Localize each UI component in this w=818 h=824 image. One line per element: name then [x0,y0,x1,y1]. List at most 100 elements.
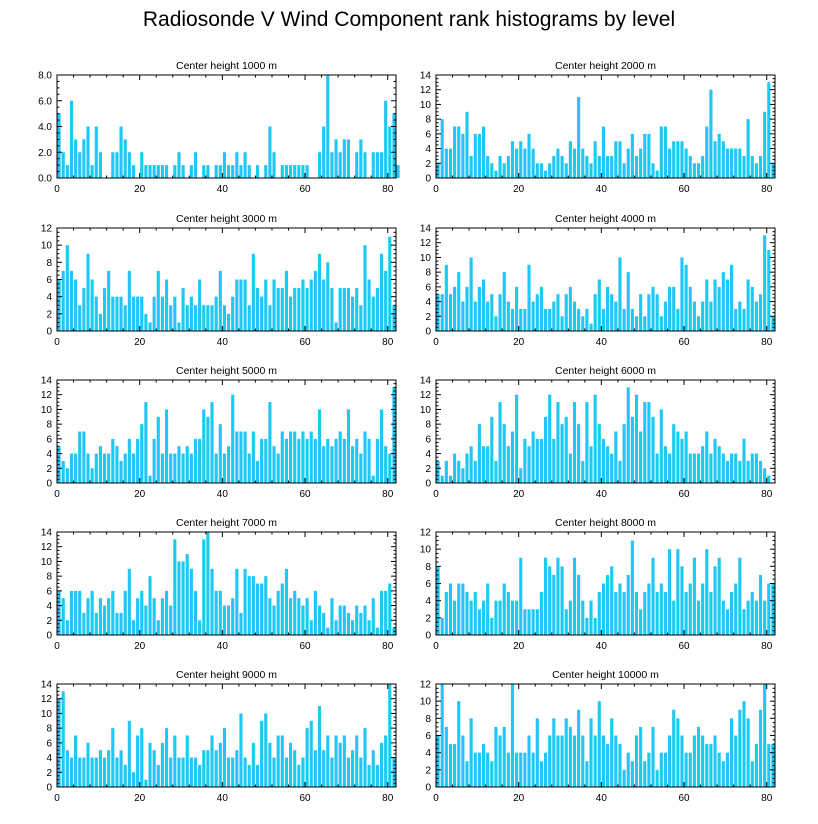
histogram-bar [457,126,461,178]
histogram-bar [367,764,371,787]
histogram-bar [515,286,519,331]
x-tick-label: 0 [54,184,60,195]
histogram-bar [359,757,363,787]
histogram-bar [260,583,264,635]
histogram-panel: Center height 1000 m 0 20 40 60 80 0.0 2.0 4.0 6.… [38,60,400,195]
histogram-bar [264,165,268,179]
histogram-bar [634,394,639,483]
histogram-bar [338,152,342,178]
histogram-bar [131,772,136,787]
histogram-bar [375,627,379,635]
histogram-bar [564,609,568,635]
histogram-bar [375,152,379,178]
y-tick-label: 4 [425,596,431,607]
histogram-bar [193,152,198,178]
histogram-bar [510,308,515,331]
histogram-bar [148,742,152,787]
histogram-bar [363,431,367,483]
histogram-bar [506,155,510,178]
histogram-bar [469,446,473,483]
histogram-bar [618,583,622,635]
histogram-bar [444,592,448,635]
histogram-bar [725,460,730,483]
y-tick-label: 0 [46,631,52,642]
histogram-bar [676,718,680,787]
histogram-bar [502,424,506,483]
histogram-bar [255,583,260,635]
histogram-bar [597,424,601,483]
histogram-bar [367,438,371,483]
histogram-bar [523,752,527,787]
histogram-bar [140,728,144,787]
histogram-bar [272,279,276,331]
histogram-bar [647,133,651,178]
histogram-bar [115,757,119,787]
histogram-bar [127,270,131,331]
histogram-bar [535,718,539,787]
histogram-bar [527,735,531,787]
y-tick-label: 12 [41,390,53,401]
histogram-bar [444,264,448,331]
histogram-bar [543,752,548,787]
panel-title: Center height 5000 m [176,365,277,377]
histogram-bar [577,97,581,178]
histogram-bar [696,163,701,178]
histogram-bar [338,431,342,483]
histogram-bar [461,468,465,483]
histogram-bar [477,133,481,178]
histogram-bar [725,148,730,178]
histogram-bar [82,139,86,179]
histogram-bar [539,163,543,178]
histogram-bar [651,286,655,331]
histogram-bar [696,600,701,635]
histogram-bar [301,279,305,331]
histogram-bar [680,566,684,635]
histogram-bar [326,75,330,178]
histogram-bar [185,735,189,787]
histogram-bar [214,296,218,331]
histogram-bar [189,165,193,179]
histogram-bar [647,402,651,483]
histogram-bar [189,453,193,483]
histogram-bar [218,590,222,635]
histogram-bar [239,279,243,331]
histogram-bar [326,438,330,483]
histogram-bar [363,605,367,635]
histogram-bar [363,152,367,178]
histogram-bar [572,148,577,178]
x-tick-label: 40 [217,793,229,804]
histogram-bar [692,735,696,787]
histogram-bar [297,764,301,787]
y-tick-label: 4 [46,753,52,764]
histogram-panel: Center height 10000 m 0 20 40 60 80 0 2 4 6 8 10 12 [420,669,776,804]
histogram-bar [313,270,317,331]
histogram-bar [193,590,198,635]
histogram-bar [510,141,515,178]
histogram-bar [169,453,173,483]
histogram-bar [181,561,185,635]
y-tick-label: 14 [41,376,53,387]
histogram-bar [626,752,630,787]
histogram-bar [709,301,713,331]
histogram-bar [231,165,235,179]
y-tick-label: 10 [41,557,53,568]
histogram-bar [206,750,210,787]
histogram-bar [519,557,523,635]
histogram-bar [643,316,647,331]
histogram-bar [668,735,672,787]
histogram-bar [156,165,160,179]
histogram-bar [305,288,309,331]
histogram-bar [363,728,367,787]
histogram-bar [750,155,754,178]
histogram-bar [119,126,123,178]
histogram-bar [322,750,326,787]
histogram-bar [355,735,359,787]
histogram-bar [247,305,251,331]
y-tick-label: 0 [46,479,52,490]
histogram-bar [177,757,181,787]
x-tick-label: 40 [596,489,608,500]
histogram-bar [156,416,160,483]
y-tick-label: 10 [420,253,432,264]
histogram-bar [334,620,338,635]
histogram-bar [473,752,477,787]
